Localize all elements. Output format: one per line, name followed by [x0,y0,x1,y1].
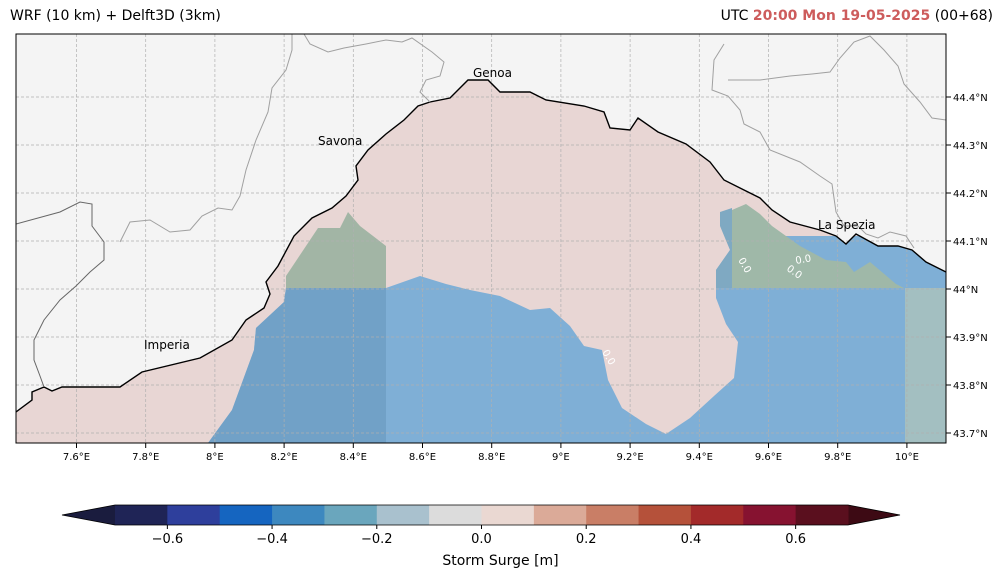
utc-label: UTC [720,8,749,24]
lon-tick-label: 9.6°E [755,452,782,463]
lat-tick-label: 44.3°N [953,141,988,152]
lat-tick-label: 43.8°N [953,381,988,392]
colorbar-segment [795,505,849,525]
surge-tile-west [208,288,386,443]
colorbar-segment [324,505,378,525]
colorbar-segment [376,505,430,525]
colorbar-segment [272,505,325,525]
valid-time: UTC 20:00 Mon 19-05-2025 (00+68) [721,8,993,24]
city-label-imperia: Imperia [144,338,190,352]
colorbar-tick-label: 0.4 [681,532,702,547]
lat-tick-label: 43.9°N [953,333,988,344]
colorbar-segment [167,505,221,525]
city-label-genoa: Genoa [473,66,512,80]
lon-tick-label: 9.8°E [824,452,851,463]
forecast-datetime: 20:00 Mon 19-05-2025 [752,8,931,24]
colorbar-tick-label: 0.2 [576,532,597,547]
lon-tick-label: 9.4°E [686,452,713,463]
lon-tick-label: 9°E [552,452,570,463]
lat-tick-label: 44°N [953,285,978,296]
admin-border-piedmont [119,34,293,243]
colorbar-segment [429,505,482,525]
admin-border-west [16,201,105,388]
colorbar-tick-label: −0.2 [361,532,393,547]
lon-tick-label: 8.4°E [340,452,367,463]
colorbar-over-arrow [848,505,900,525]
colorbar-segment [743,505,797,525]
city-label-savona: Savona [318,134,362,148]
lead-time: (00+68) [934,8,993,24]
colorbar-outline [61,504,901,526]
admin-border-emilia [711,43,915,249]
surge-tile-east [905,288,946,443]
latitude-axis: 44.4°N 44.3°N 44.2°N 44.1°N 44°N 43.9°N 43.8°N… [946,93,988,440]
colorbar-segment [481,505,535,525]
lat-tick-label: 43.7°N [953,429,988,440]
colorbar-segment [638,505,692,525]
lon-tick-label: 9.2°E [616,452,643,463]
colorbar-label: Storm Surge [m] [442,553,559,569]
colorbar: −0.6 −0.4 −0.2 0.0 0.2 0.4 0.6 [61,504,901,547]
surge-tile-coast-west [286,212,386,288]
lat-tick-label: 44.4°N [953,93,988,104]
sea-surge-area [16,80,946,443]
contour-label-4: 0.0 [795,253,813,267]
colorbar-segment [219,505,273,525]
admin-border-north [303,34,445,103]
colorbar-tick-label: 0.6 [785,532,806,547]
colorbar-tick-label: −0.6 [152,532,184,547]
lon-tick-label: 8.2°E [270,452,297,463]
lon-tick-label: 7.6°E [63,452,90,463]
colorbar-segment [115,505,168,525]
lon-tick-label: 7.8°E [132,452,159,463]
lon-tick-label: 10°E [895,452,919,463]
admin-border-tuscany [728,35,946,121]
coastline [16,79,946,413]
colorbar-segment [533,505,587,525]
colorbar-segment [690,505,744,525]
map-title: WRF (10 km) + Delft3D (3km) [10,8,221,24]
city-label-la-spezia: La Spezia [818,218,875,232]
colorbar-tick-label: −0.4 [256,532,288,547]
surge-tile-la-spezia-edge [716,208,732,288]
lon-tick-label: 8.8°E [478,452,505,463]
lon-tick-label: 8.6°E [409,452,436,463]
longitude-axis: 7.6°E 7.8°E 8°E 8.2°E 8.4°E 8.6°E 8.8°E 9°E 9.2°… [63,443,919,463]
graticule [16,34,946,443]
colorbar-under-arrow [62,505,115,525]
colorbar-tick-label: 0.0 [471,532,492,547]
map-frame [15,33,947,444]
surge-tile-la-spezia [732,204,904,288]
lon-tick-label: 8°E [206,452,224,463]
lat-tick-label: 44.1°N [953,237,988,248]
lat-tick-label: 44.2°N [953,189,988,200]
colorbar-segment [586,505,640,525]
